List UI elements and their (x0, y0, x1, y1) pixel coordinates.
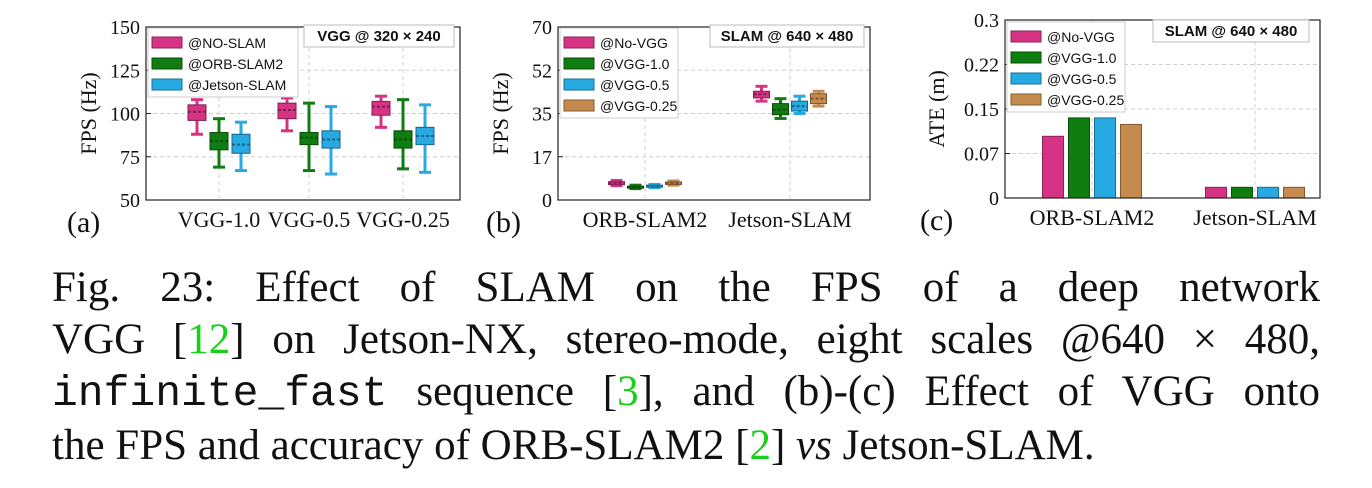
y-tick-label: 75 (120, 147, 140, 169)
box-no-slam (371, 100, 391, 116)
legend-label: @ORB-SLAM2 (188, 56, 283, 72)
y-tick-label: 35 (532, 104, 552, 126)
legend-swatch (1010, 93, 1042, 106)
caption-line-1: Fig. 23: Effect of SLAM on the FPS of a … (52, 262, 1320, 314)
citation-link[interactable]: 12 (187, 316, 231, 363)
legend: @No-VGG @VGG-1.0 @VGG-0.5 @VGG-0.25 (1006, 21, 1126, 113)
y-tick-label: 0.07 (964, 144, 999, 166)
legend-swatch (1010, 72, 1042, 85)
legend-swatch (151, 36, 183, 49)
bar-vgg-0.5 (1094, 117, 1116, 199)
legend-swatch (1010, 51, 1042, 64)
y-tick-label: 0.22 (964, 55, 999, 77)
caption-text: Fig. 23: Effect of SLAM on the FPS of a … (52, 264, 1320, 311)
panel-label: (c) (920, 204, 953, 237)
bar-vgg-1.0 (1231, 186, 1253, 199)
caption-line-2: VGG [12] on Jetson-NX, stereo-mode, eigh… (52, 314, 1320, 366)
legend-swatch (563, 36, 595, 49)
legend-swatch (151, 78, 183, 91)
bar-vgg-0.25 (1120, 123, 1142, 199)
y-axis-label: FPS (Hz) (488, 72, 513, 155)
caption-text: ] (770, 422, 797, 469)
y-tick-label: 0.15 (964, 99, 999, 121)
legend-swatch (151, 57, 183, 70)
figure-caption: Fig. 23: Effect of SLAM on the FPS of a … (52, 262, 1320, 472)
y-tick-label: 125 (110, 60, 140, 82)
chart-panel-3: 0 0.07 0.15 0.22 0.3 ORB-SLAM2 Jetson-SLAM ATE … (920, 10, 1321, 237)
y-tick-label: 0.3 (974, 10, 999, 32)
legend: @NO-SLAM @ORB-SLAM2 @Jetson-SLAM (147, 27, 299, 98)
x-tick-label: Jetson-SLAM (1193, 205, 1316, 230)
bar-no-vgg (1042, 135, 1064, 199)
legend-label: @VGG-0.5 (1047, 71, 1117, 87)
x-tick-label: ORB-SLAM2 (1030, 205, 1155, 230)
y-axis-label: FPS (Hz) (76, 72, 101, 155)
x-tick-label: VGG-1.0 (178, 207, 261, 232)
caption-line-4: the FPS and accuracy of ORB-SLAM2 [2] vs… (52, 420, 1320, 472)
caption-text: VGG [ (52, 316, 188, 363)
caption-text: ], and (b)-(c) Effect of VGG onto (638, 368, 1320, 415)
legend: @No-VGG @VGG-1.0 @VGG-0.5 @VGG-0.25 (559, 27, 679, 119)
citation-link[interactable]: 3 (617, 368, 639, 415)
x-tick-label: Jetson-SLAM (728, 207, 851, 232)
legend-label: @VGG-1.0 (600, 56, 670, 72)
y-tick-label: 50 (120, 190, 140, 212)
bar-vgg-1.0 (1068, 117, 1090, 199)
bar-vgg-0.5 (1257, 186, 1279, 199)
caption-text: the FPS and accuracy of ORB-SLAM2 [ (52, 422, 750, 469)
caption-text: ] on Jetson-NX, stereo-mode, eight scale… (230, 316, 1320, 363)
title-box (1152, 19, 1310, 43)
x-tick-label: VGG-0.25 (356, 207, 450, 232)
legend-label: @VGG-0.25 (600, 98, 677, 114)
legend-swatch (563, 57, 595, 70)
title-box (709, 24, 865, 48)
legend-swatch (563, 78, 595, 91)
legend-label: @NO-SLAM (188, 35, 266, 51)
y-tick-label: 0 (989, 188, 999, 210)
legend-label: @VGG-0.25 (1047, 92, 1124, 108)
caption-text: sequence [ (387, 368, 618, 415)
legend-label: @Jetson-SLAM (188, 77, 286, 93)
caption-text: Jetson-SLAM. (831, 422, 1095, 469)
legend-swatch (1010, 30, 1042, 43)
y-axis-label: ATE (m) (924, 70, 949, 148)
x-tick-label: ORB-SLAM2 (583, 207, 708, 232)
y-tick-label: 70 (532, 17, 552, 39)
sequence-name: infinite_fast (52, 369, 388, 418)
y-tick-label: 17 (532, 147, 552, 169)
y-tick-label: 0 (542, 190, 552, 212)
legend-label: @VGG-0.5 (600, 77, 670, 93)
legend-label: @No-VGG (600, 35, 668, 51)
legend-label: @VGG-1.0 (1047, 50, 1117, 66)
y-tick-label: 52 (532, 60, 552, 82)
plot-frame (145, 26, 461, 201)
y-tick-label: 150 (110, 17, 140, 39)
chart-panel-1: 50 75 100 125 150 VGG-1.0 VGG-0.5 VGG-0.25 FPS (… (67, 17, 461, 239)
chart-panel-2: 0 17 35 52 70 ORB-SLAM2 Jetson-SLAM FPS (Hz) (b)… (486, 17, 871, 239)
title-box (303, 24, 455, 48)
panel-label: (b) (486, 206, 521, 239)
bar-no-vgg (1205, 186, 1227, 199)
panel-title: SLAM @ 640 × 480 (1165, 23, 1298, 40)
panel-label: (a) (67, 206, 100, 239)
panel-title: SLAM @ 640 × 480 (721, 28, 854, 45)
y-tick-label: 100 (110, 104, 140, 126)
panel-title: VGG @ 320 × 240 (317, 28, 440, 45)
figure: 50 75 100 125 150 VGG-1.0 VGG-0.5 VGG-0.25 FPS (… (67, 10, 1321, 239)
citation-link[interactable]: 2 (749, 422, 771, 469)
legend-label: @No-VGG (1047, 29, 1115, 45)
caption-italic: vs (796, 422, 832, 469)
x-tick-label: VGG-0.5 (268, 207, 351, 232)
legend-swatch (563, 99, 595, 112)
caption-line-3: infinite_fast sequence [3], and (b)-(c) … (52, 366, 1320, 420)
bar-vgg-0.25 (1283, 186, 1305, 199)
